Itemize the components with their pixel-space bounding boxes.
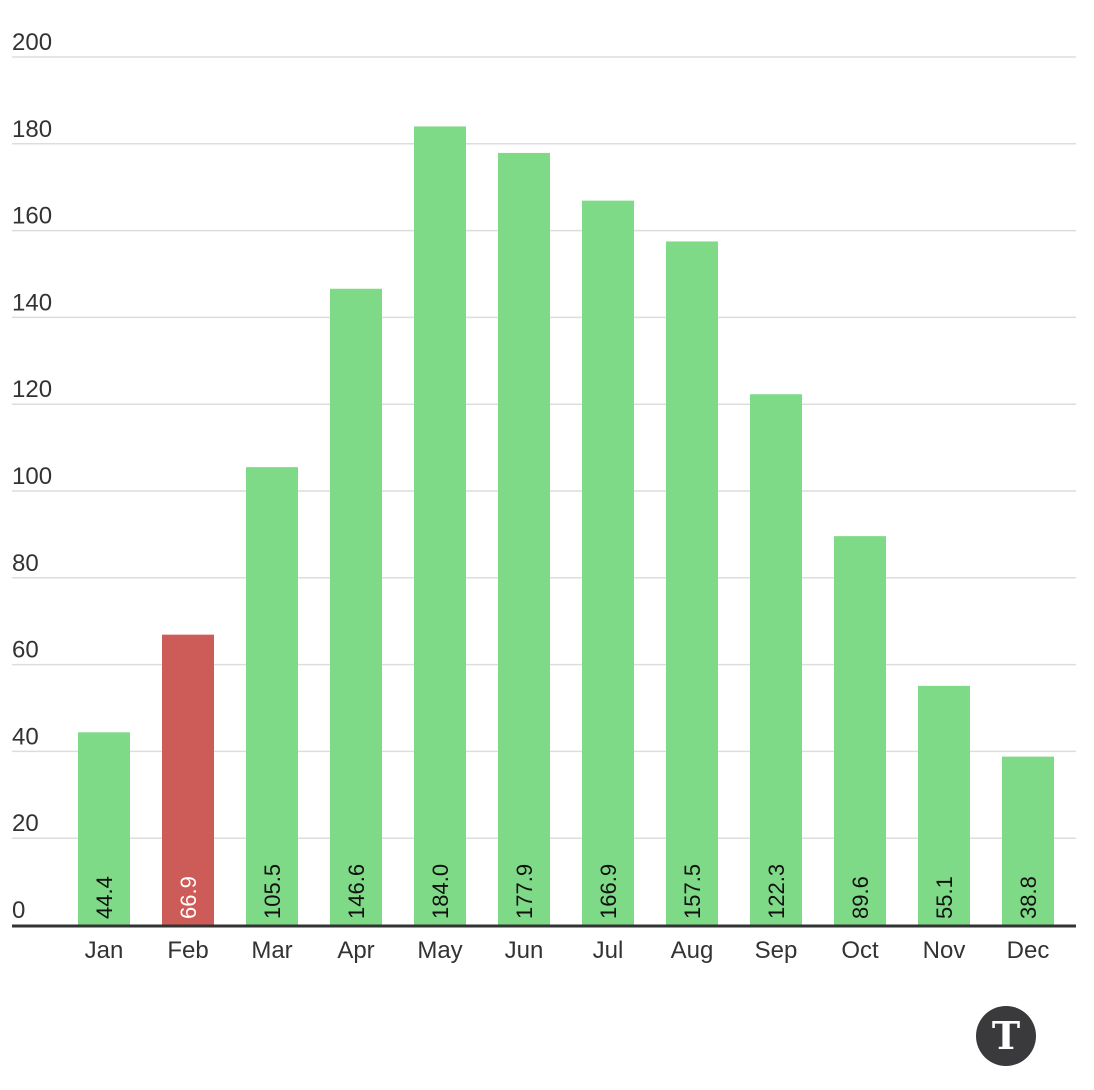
- value-label-aug: 157.5: [680, 864, 705, 919]
- y-tick-label: 20: [12, 810, 39, 837]
- value-label-may: 184.0: [428, 864, 453, 919]
- value-label-mar: 105.5: [260, 864, 285, 919]
- bar-jul: [582, 200, 634, 926]
- y-tick-label: 140: [12, 289, 52, 316]
- y-tick-label: 180: [12, 116, 52, 143]
- value-label-nov: 55.1: [932, 876, 957, 919]
- y-tick-label: 100: [12, 463, 52, 490]
- y-tick-label: 40: [12, 723, 39, 750]
- bar-oct: [834, 536, 886, 925]
- bar-apr: [330, 288, 382, 926]
- y-tick-label: 160: [12, 203, 52, 230]
- category-label-apr: Apr: [337, 937, 374, 964]
- bar-jan: [78, 732, 130, 925]
- value-label-apr: 146.6: [344, 864, 369, 919]
- y-axis-tick-labels: 0 20 40 60 80 100 120 140 160 180 200: [12, 29, 52, 924]
- bar-dec: [1002, 756, 1054, 925]
- value-label-jun: 177.9: [512, 864, 537, 919]
- bar-value-labels: 44.4 66.9 105.5 146.6 184.0 177.9 166.9 157.5 12…: [92, 864, 1041, 919]
- bar-jun: [498, 152, 550, 925]
- category-label-jan: Jan: [85, 937, 124, 964]
- category-label-oct: Oct: [841, 937, 879, 964]
- x-axis-category-labels: Jan Feb Mar Apr May Jun Jul Aug Sep Oct Nov Dec: [85, 937, 1050, 964]
- y-tick-label: 80: [12, 550, 39, 577]
- bars: [78, 126, 1054, 926]
- bar-may: [414, 126, 466, 925]
- y-tick-label: 60: [12, 637, 39, 664]
- bar-nov: [918, 685, 970, 925]
- category-label-mar: Mar: [251, 937, 292, 964]
- publisher-logo-icon: T: [976, 1006, 1036, 1066]
- category-label-sep: Sep: [755, 937, 798, 964]
- value-label-oct: 89.6: [848, 876, 873, 919]
- value-label-feb: 66.9: [176, 876, 201, 919]
- category-label-feb: Feb: [167, 937, 208, 964]
- bar-mar: [246, 467, 298, 925]
- category-label-jun: Jun: [505, 937, 544, 964]
- category-label-nov: Nov: [923, 937, 966, 964]
- bar-sep: [750, 394, 802, 925]
- bar-feb: [162, 634, 214, 925]
- value-label-dec: 38.8: [1016, 876, 1041, 919]
- category-label-jul: Jul: [593, 937, 624, 964]
- value-label-jan: 44.4: [92, 876, 117, 919]
- category-label-dec: Dec: [1007, 937, 1050, 964]
- value-label-sep: 122.3: [764, 864, 789, 919]
- category-label-aug: Aug: [671, 937, 714, 964]
- y-tick-label: 120: [12, 376, 52, 403]
- bar-aug: [666, 241, 718, 925]
- value-label-jul: 166.9: [596, 864, 621, 919]
- category-label-may: May: [417, 937, 462, 964]
- y-tick-label: 200: [12, 29, 52, 56]
- y-tick-label: 0: [12, 897, 25, 924]
